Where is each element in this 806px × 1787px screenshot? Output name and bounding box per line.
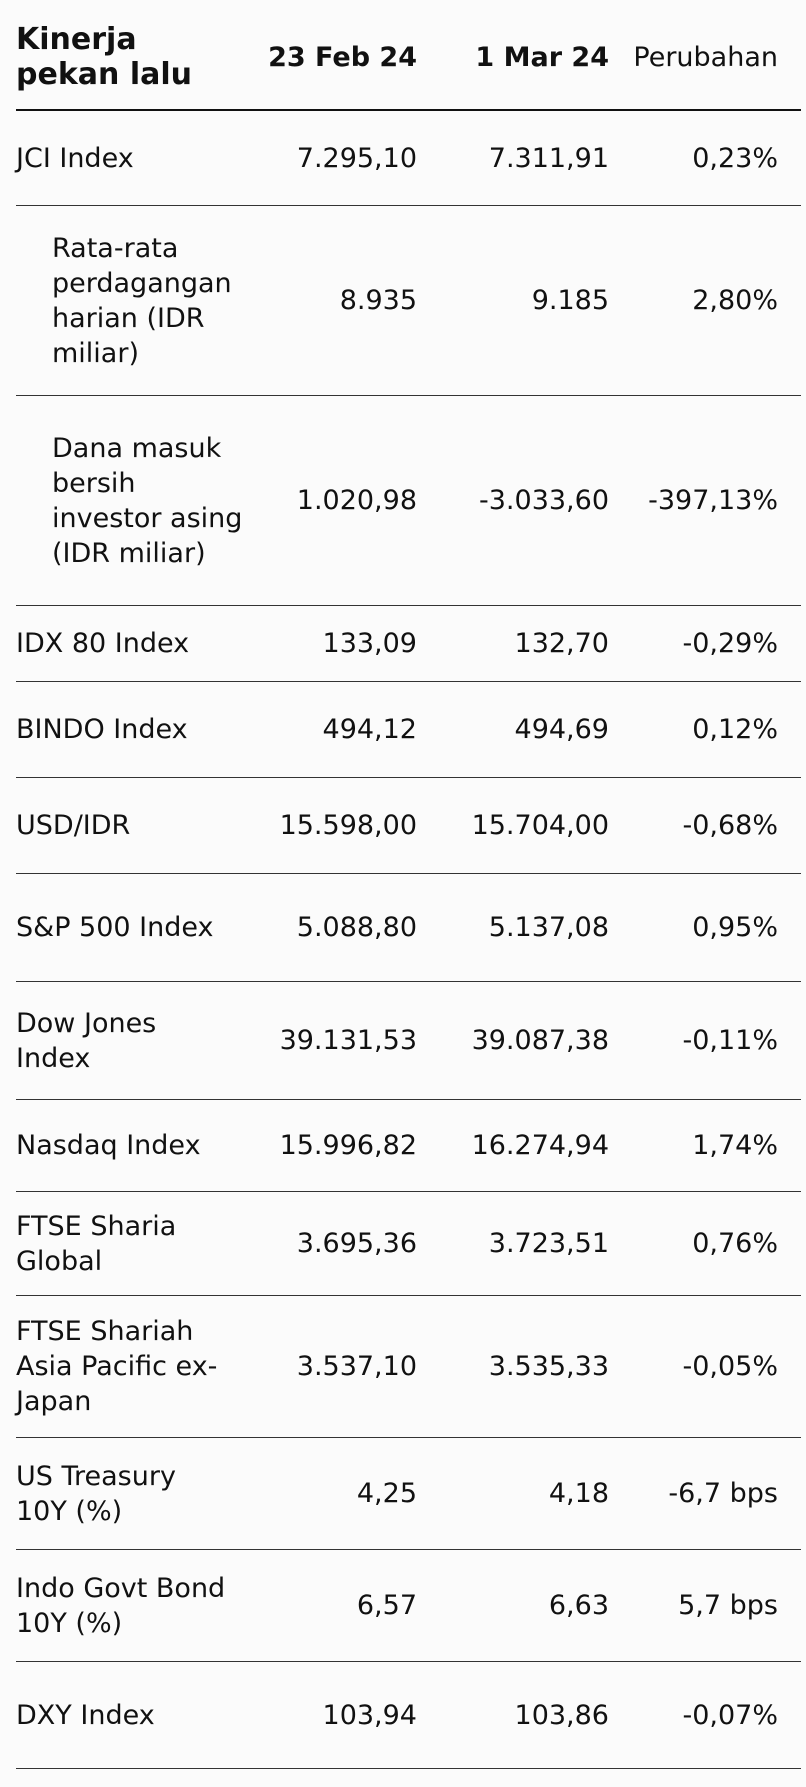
row-daily-trading: Rata-rata perdagangan harian (IDR miliar… [16, 206, 801, 396]
value-change: -0,11% [682, 1025, 778, 1056]
value-change: -0,05% [682, 1351, 778, 1382]
row-idx80-index: IDX 80 Index 133,09 132,70 -0,29% [16, 606, 801, 682]
row-label: USD/IDR [16, 810, 131, 841]
value-mar: 103,86 [514, 1699, 609, 1731]
row-label: BINDO Index [16, 714, 188, 745]
value-change: -0,07% [682, 1699, 778, 1731]
row-label: US Treasury 10Y (%) [16, 1460, 176, 1527]
row-sp500-index: S&P 500 Index 5.088,80 5.137,08 0,95% [16, 874, 801, 982]
row-label: FTSE Sharia Global [16, 1210, 177, 1277]
value-mar: 494,69 [514, 714, 609, 745]
row-us-treasury-10y: US Treasury 10Y (%) 4,25 4,18 -6,7 bps [16, 1438, 801, 1550]
value-mar: 7.311,91 [488, 142, 609, 174]
value-mar: 5.137,08 [488, 912, 609, 943]
value-feb: 15.598,00 [279, 810, 417, 841]
value-change: -0,68% [682, 810, 778, 841]
value-feb: 3.537,10 [296, 1351, 417, 1382]
value-mar: 16.274,94 [471, 1130, 609, 1161]
row-bindo-index: BINDO Index 494,12 494,69 0,12% [16, 682, 801, 778]
value-feb: 1.020,98 [296, 485, 417, 516]
value-mar: 3.535,33 [488, 1351, 609, 1382]
row-dow-jones-index: Dow Jones Index 39.131,53 39.087,38 -0,1… [16, 982, 801, 1100]
value-change: 0,12% [692, 714, 778, 745]
value-mar: 6,63 [548, 1590, 609, 1621]
value-change: 2,80% [692, 285, 778, 316]
value-feb: 5.088,80 [296, 912, 417, 943]
value-change: -0,29% [682, 628, 778, 659]
table-title: Kinerja pekan lalu [16, 22, 192, 92]
value-feb: 8.935 [339, 285, 417, 316]
value-change: 0,95% [692, 912, 778, 943]
row-label: DXY Index [16, 1699, 155, 1731]
row-ftse-shariah-apac: FTSE Shariah Asia Pacific ex-Japan 3.537… [16, 1296, 801, 1438]
row-label: Nasdaq Index [16, 1130, 201, 1161]
value-mar: -3.033,60 [479, 485, 609, 516]
row-label: Dow Jones Index [16, 1007, 157, 1074]
value-mar: 39.087,38 [471, 1025, 609, 1056]
value-mar: 132,70 [514, 628, 609, 659]
row-label: JCI Index [16, 142, 134, 174]
row-indo-govt-bond-10y: Indo Govt Bond 10Y (%) 6,57 6,63 5,7 bps [16, 1550, 801, 1662]
value-change: 1,74% [692, 1130, 778, 1161]
row-label: IDX 80 Index [16, 628, 190, 659]
row-label: Indo Govt Bond 10Y (%) [16, 1572, 226, 1639]
row-label: Dana masuk bersih investor asing (IDR mi… [52, 432, 243, 569]
value-change: 0,76% [692, 1228, 778, 1259]
row-label: FTSE Shariah Asia Pacific ex-Japan [16, 1316, 218, 1417]
value-feb: 7.295,10 [296, 142, 417, 174]
value-feb: 3.695,36 [296, 1228, 417, 1259]
row-dxy-index: DXY Index 103,94 103,86 -0,07% [16, 1662, 801, 1769]
value-feb: 4,25 [356, 1478, 417, 1509]
row-ftse-sharia-global: FTSE Sharia Global 3.695,36 3.723,51 0,7… [16, 1192, 801, 1296]
value-mar: 4,18 [548, 1478, 609, 1509]
row-jci-index: JCI Index 7.295,10 7.311,91 0,23% [16, 111, 801, 206]
value-change: -6,7 bps [668, 1478, 778, 1509]
value-mar: 9.185 [531, 285, 609, 316]
column-header-feb: 23 Feb 24 [268, 42, 417, 73]
column-header-change: Perubahan [633, 42, 778, 73]
value-mar: 3.723,51 [488, 1228, 609, 1259]
value-feb: 133,09 [322, 628, 417, 659]
value-change: 0,23% [692, 142, 778, 174]
value-mar: 15.704,00 [471, 810, 609, 841]
value-feb: 15.996,82 [279, 1130, 417, 1161]
row-label: Rata-rata perdagangan harian (IDR miliar… [52, 232, 232, 369]
value-change: 5,7 bps [678, 1590, 778, 1621]
row-usd-idr: USD/IDR 15.598,00 15.704,00 -0,68% [16, 778, 801, 874]
column-header-mar: 1 Mar 24 [475, 42, 609, 73]
row-foreign-net-inflow: Dana masuk bersih investor asing (IDR mi… [16, 396, 801, 606]
row-label: S&P 500 Index [16, 912, 214, 943]
performance-table: Kinerja pekan lalu 23 Feb 24 1 Mar 24 Pe… [16, 0, 801, 1769]
row-nasdaq-index: Nasdaq Index 15.996,82 16.274,94 1,74% [16, 1100, 801, 1192]
value-feb: 39.131,53 [279, 1025, 417, 1056]
value-change: -397,13% [648, 485, 778, 516]
value-feb: 103,94 [322, 1699, 417, 1731]
table-header: Kinerja pekan lalu 23 Feb 24 1 Mar 24 Pe… [16, 0, 801, 111]
value-feb: 494,12 [322, 714, 417, 745]
value-feb: 6,57 [356, 1590, 417, 1621]
